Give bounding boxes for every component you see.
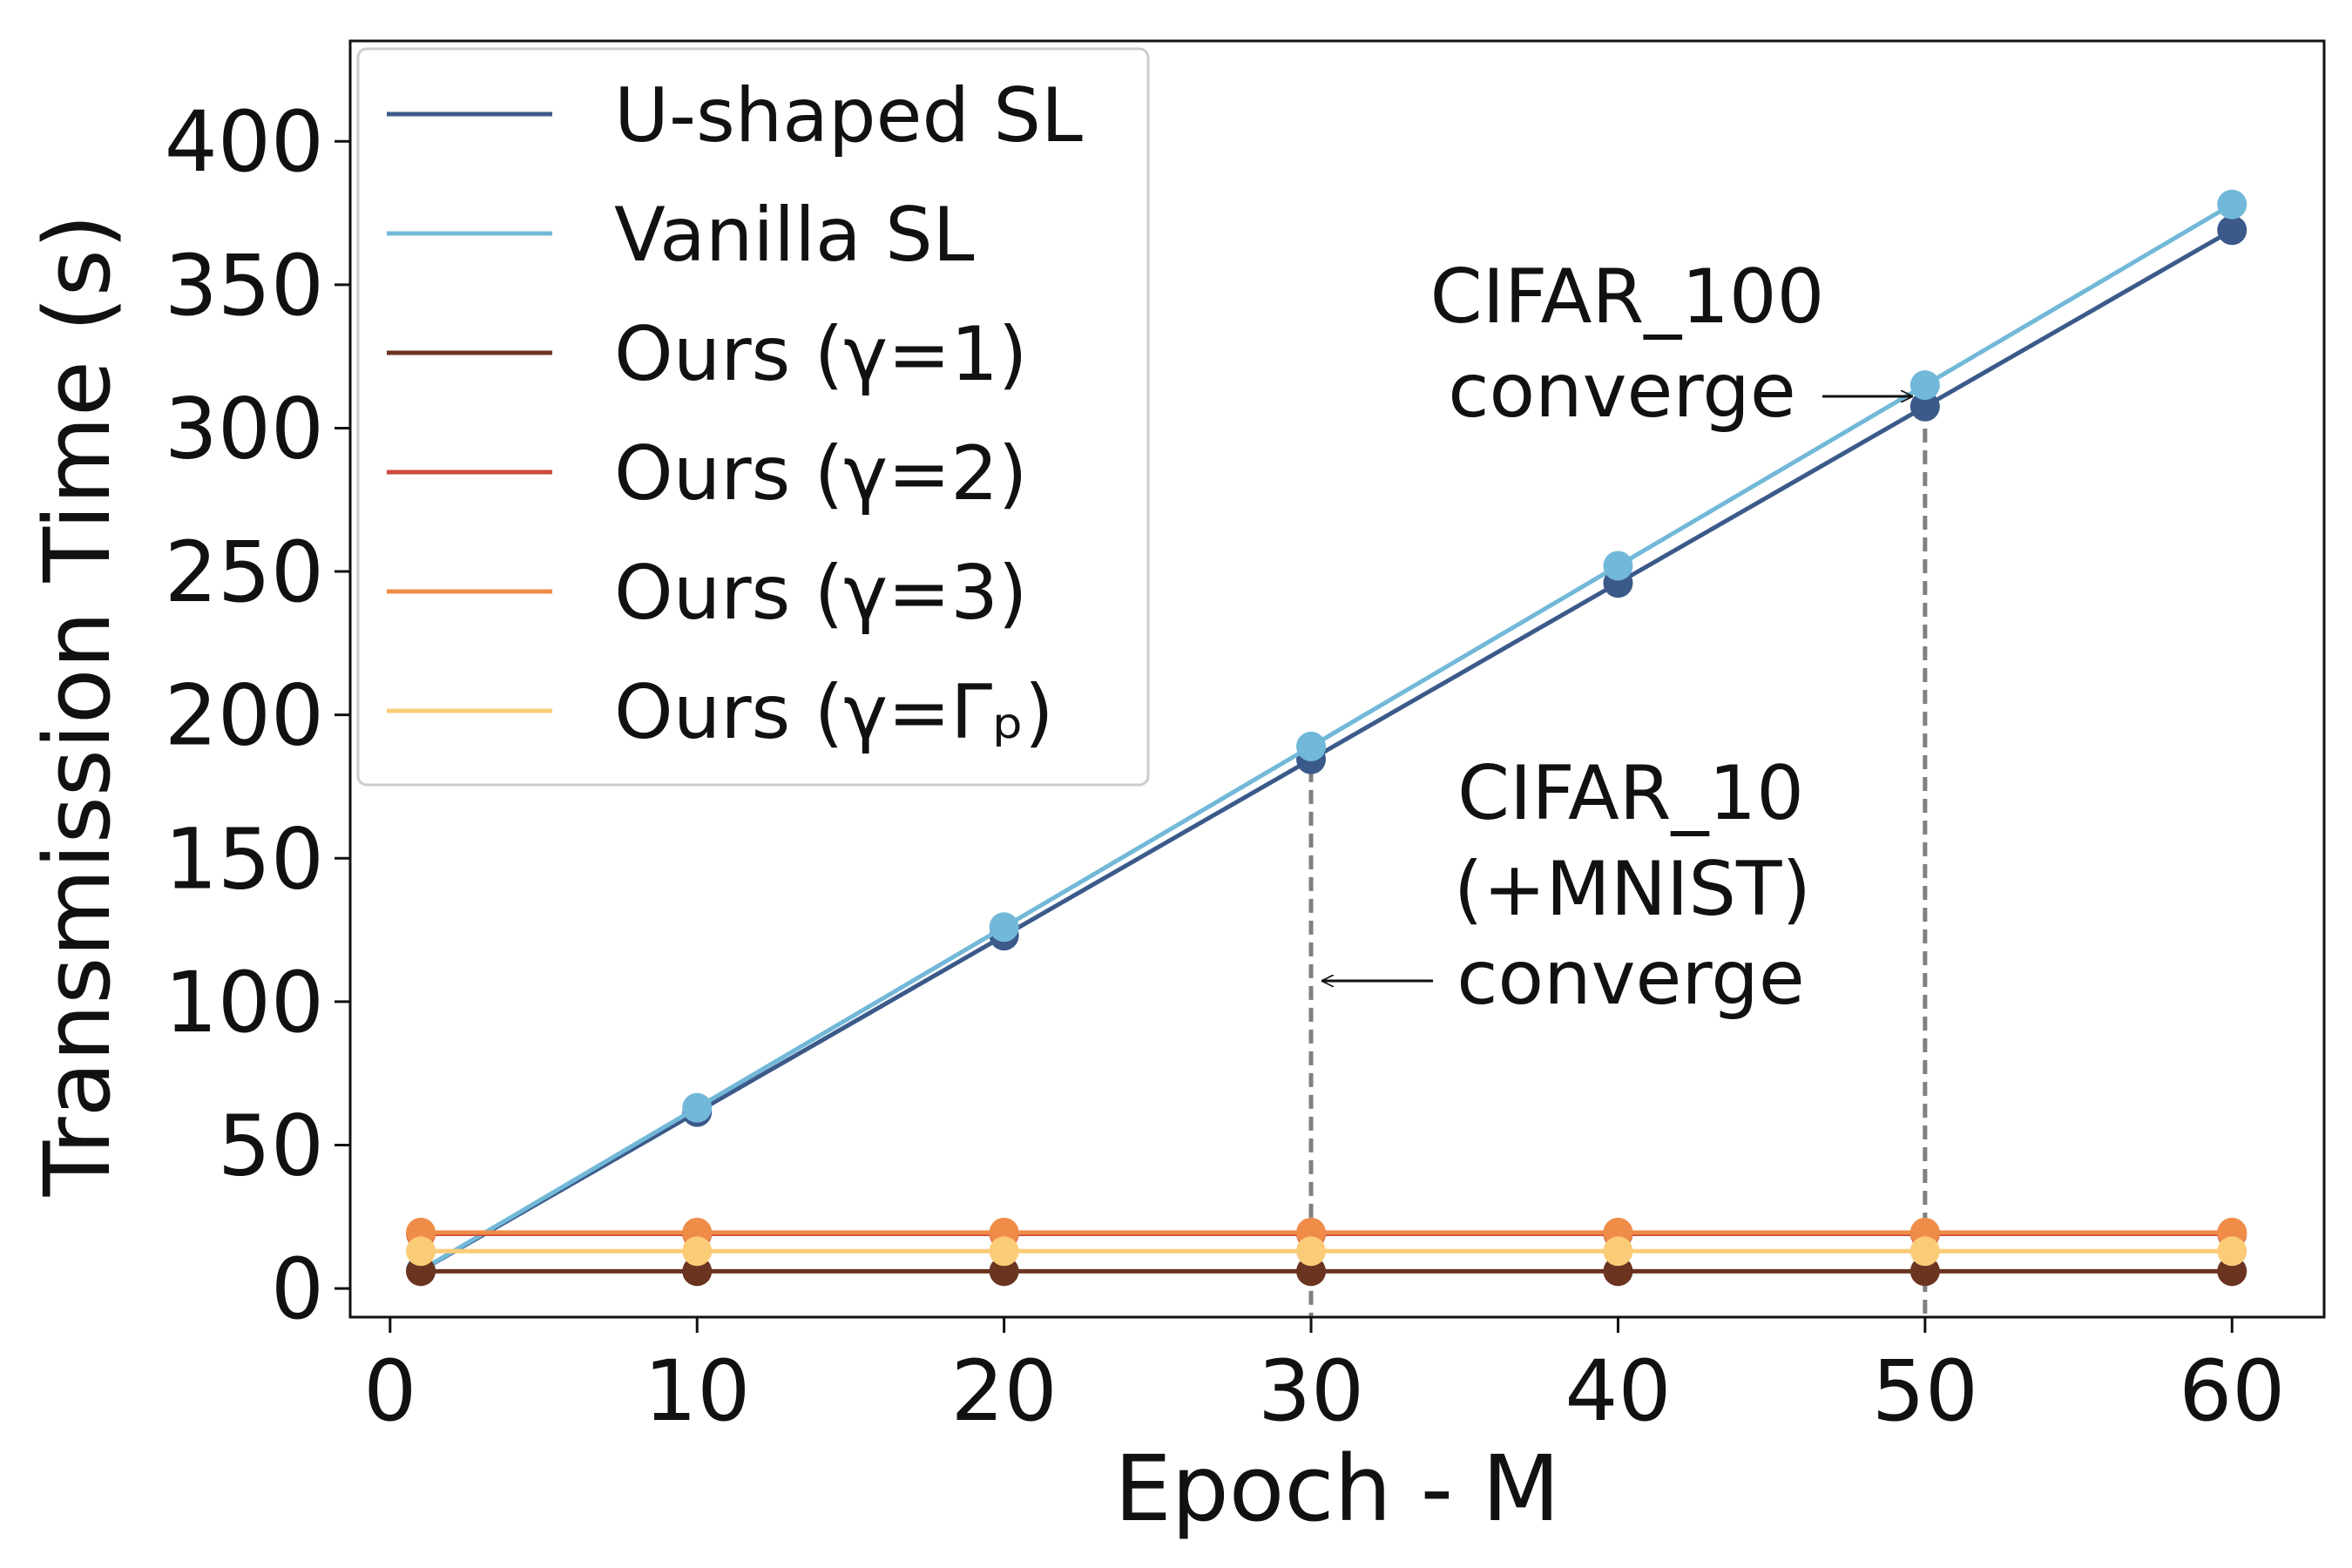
data-point — [1296, 731, 1327, 761]
data-point — [1909, 1236, 1940, 1267]
data-point — [1909, 370, 1940, 401]
annotation-line: converge — [1456, 935, 1805, 1022]
x-tick-label: 50 — [1872, 1342, 1978, 1440]
x-axis-label: Epoch - M — [1114, 1436, 1560, 1542]
annotation-cifar10: CIFAR_10 (+MNIST)converge — [1321, 750, 1811, 1022]
plot-frame — [348, 39, 2326, 1319]
data-point — [682, 1092, 713, 1123]
annotation-line: (+MNIST) — [1454, 846, 1811, 933]
annotation-line: CIFAR_10 — [1457, 750, 1804, 837]
annotation-line: CIFAR_100 — [1430, 253, 1825, 341]
y-tick-label: 400 — [165, 93, 324, 191]
legend-item: U-shaped SL — [387, 72, 1083, 159]
legend-item: Ours (γ=Γₚ) — [387, 669, 1054, 756]
legend-label: Ours (γ=Γₚ) — [614, 669, 1054, 756]
data-point — [989, 912, 1019, 943]
y-tick-label: 250 — [165, 524, 324, 621]
y-tick-label: 300 — [165, 380, 324, 477]
data-point — [1603, 1236, 1633, 1267]
x-tick-label: 10 — [644, 1342, 750, 1440]
data-point — [1296, 1236, 1327, 1267]
data-point — [2217, 1236, 2247, 1267]
y-tick-label: 350 — [165, 237, 324, 335]
y-tick-label: 0 — [271, 1240, 324, 1338]
legend: U-shaped SL Vanilla SL Ours (γ=1) Ours (γ=2… — [356, 47, 1150, 787]
data-point — [2217, 215, 2247, 246]
x-tick-label: 60 — [2179, 1342, 2285, 1440]
legend-label: Ours (γ=3) — [614, 550, 1027, 637]
legend-box — [356, 47, 1150, 787]
legend-label: Ours (γ=2) — [614, 430, 1027, 517]
x-tick-label: 30 — [1258, 1342, 1364, 1440]
legend-item: Vanilla SL — [387, 192, 975, 279]
legend-item: Ours (γ=1) — [387, 311, 1027, 398]
y-tick-label: 50 — [218, 1097, 324, 1194]
data-point — [1603, 551, 1633, 581]
legend-label: U-shaped SL — [614, 72, 1083, 159]
legend-item: Ours (γ=3) — [387, 550, 1027, 637]
legend-label: Vanilla SL — [614, 192, 975, 279]
data-point — [406, 1236, 436, 1267]
y-tick-label: 150 — [165, 810, 324, 908]
annotation-line: converge — [1448, 348, 1796, 435]
legend-item: Ours (γ=2) — [387, 430, 1027, 517]
y-tick-label: 100 — [165, 954, 324, 1051]
y-axis-label: Transmission Time (s) — [24, 214, 131, 1198]
data-point — [2217, 189, 2247, 220]
y-tick-label: 200 — [165, 667, 324, 765]
x-tick-label: 0 — [363, 1342, 416, 1440]
data-point — [1909, 391, 1940, 422]
x-tick-label: 20 — [951, 1342, 1058, 1440]
data-point — [989, 1236, 1019, 1267]
x-tick-label: 40 — [1565, 1342, 1671, 1440]
legend-label: Ours (γ=1) — [614, 311, 1027, 398]
data-point — [682, 1236, 713, 1267]
series-5 — [406, 1236, 2247, 1267]
